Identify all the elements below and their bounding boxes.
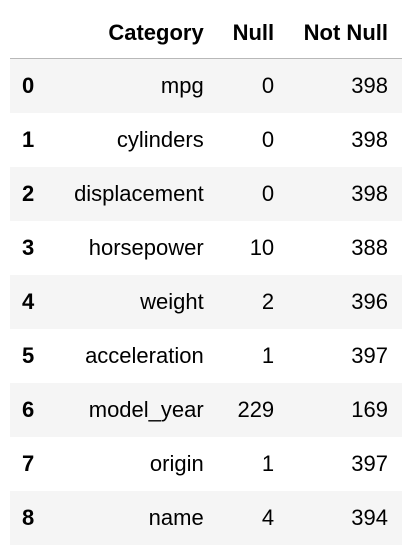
table-row: 4 weight 2 396 xyxy=(10,275,402,329)
row-index: 7 xyxy=(22,451,35,476)
cell-null: 4 xyxy=(261,505,275,530)
cell-not-null: 394 xyxy=(351,505,388,530)
cell-not-null: 398 xyxy=(351,181,388,206)
cell-category: cylinders xyxy=(116,127,204,152)
cell-null: 229 xyxy=(237,397,275,422)
cell-not-null: 396 xyxy=(351,289,388,314)
cell-null: 0 xyxy=(261,181,275,206)
table-row: 3 horsepower 10 388 xyxy=(10,221,402,275)
table-row: 2 displacement 0 398 xyxy=(10,167,402,221)
cell-not-null: 398 xyxy=(351,127,388,152)
table-body: 0 mpg 0 398 1 cylinders 0 398 2 displace… xyxy=(10,58,402,545)
header-not-null: Not Null xyxy=(288,8,402,59)
row-index: 5 xyxy=(22,343,35,368)
cell-not-null: 398 xyxy=(351,73,388,98)
cell-category: origin xyxy=(149,451,204,476)
cell-category: weight xyxy=(140,289,204,314)
cell-null: 0 xyxy=(261,73,275,98)
header-category: Category xyxy=(58,8,218,59)
cell-null: 1 xyxy=(261,343,275,368)
cell-null: 2 xyxy=(261,289,275,314)
row-index: 3 xyxy=(22,235,35,260)
cell-category: mpg xyxy=(160,73,204,98)
null-count-table: Category Null Not Null 0 mpg 0 398 1 cyl… xyxy=(10,8,402,545)
table-row: 5 acceleration 1 397 xyxy=(10,329,402,383)
row-index: 4 xyxy=(22,289,35,314)
cell-category: name xyxy=(148,505,204,530)
row-index: 8 xyxy=(22,505,35,530)
cell-category: horsepower xyxy=(88,235,204,260)
cell-null: 1 xyxy=(261,451,275,476)
cell-not-null: 397 xyxy=(351,451,388,476)
cell-null: 10 xyxy=(249,235,275,260)
cell-null: 0 xyxy=(261,127,275,152)
cell-not-null: 388 xyxy=(351,235,388,260)
table-row: 7 origin 1 397 xyxy=(10,437,402,491)
cell-not-null: 169 xyxy=(351,397,388,422)
row-index: 1 xyxy=(22,127,35,152)
row-index: 0 xyxy=(22,73,35,98)
table-row: 6 model_year 229 169 xyxy=(10,383,402,437)
row-index: 6 xyxy=(22,397,35,422)
cell-category: acceleration xyxy=(85,343,204,368)
cell-not-null: 397 xyxy=(351,343,388,368)
cell-category: displacement xyxy=(74,181,204,206)
table-row: 8 name 4 394 xyxy=(10,491,402,545)
header-row: Category Null Not Null xyxy=(10,8,402,59)
header-null: Null xyxy=(217,8,289,59)
table-header: Category Null Not Null xyxy=(10,8,402,59)
table-row: 0 mpg 0 398 xyxy=(10,58,402,113)
row-index: 2 xyxy=(22,181,35,206)
cell-category: model_year xyxy=(88,397,204,422)
table-row: 1 cylinders 0 398 xyxy=(10,113,402,167)
header-index xyxy=(10,8,58,59)
